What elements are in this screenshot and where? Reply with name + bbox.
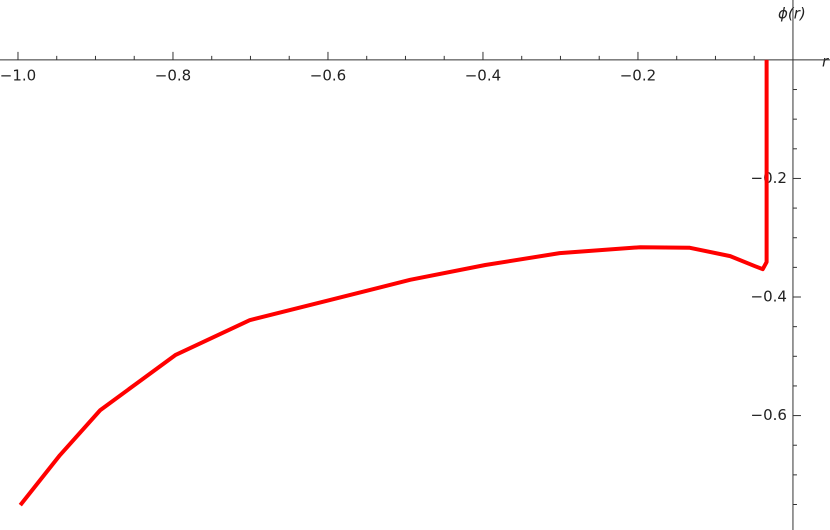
y-tick-label: −0.4 xyxy=(751,288,787,306)
y-axis-label: ϕ(r) xyxy=(778,5,806,23)
y-tick-label: −0.2 xyxy=(751,169,787,187)
x-axis-label: r xyxy=(822,53,829,71)
x-tick-label: −1.0 xyxy=(0,66,36,84)
data-line xyxy=(18,59,769,507)
x-tick-label: −0.8 xyxy=(155,66,191,84)
x-tick-label: −0.4 xyxy=(465,66,501,84)
x-tick-label: −0.6 xyxy=(310,66,346,84)
y-tick-label: −0.6 xyxy=(751,406,787,424)
x-tick-label: −0.2 xyxy=(620,66,656,84)
